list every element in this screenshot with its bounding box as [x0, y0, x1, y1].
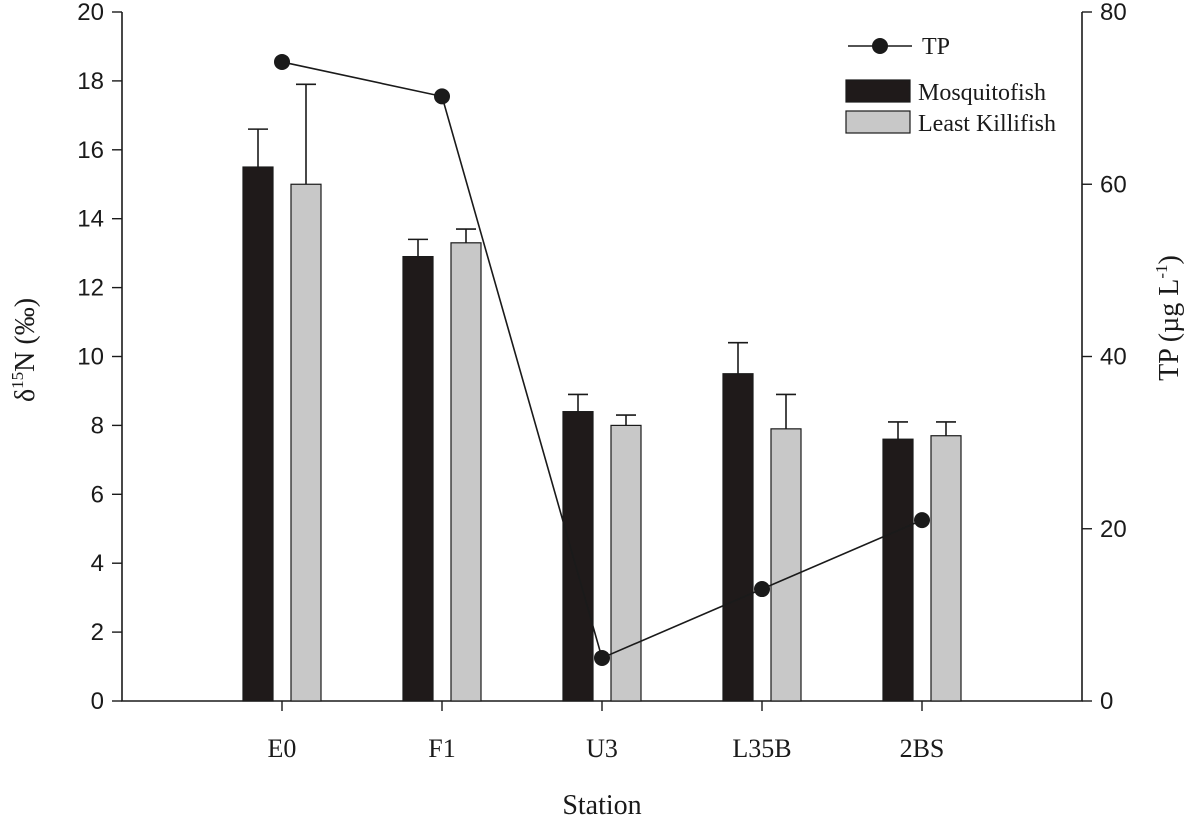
left-y-tick-label: 4 — [91, 550, 104, 577]
legend-tp-label: TP — [922, 34, 950, 60]
bar-least-killifish — [610, 424, 642, 702]
tp-point — [914, 512, 930, 529]
bar-mosquitofish — [562, 411, 594, 702]
left-y-axis-title-rest: N (‰) — [10, 298, 41, 372]
legend-mosquitofish-swatch — [845, 79, 911, 103]
legend: TP Mosquitofish Least Killifish — [845, 34, 1056, 137]
tp-line — [281, 61, 923, 660]
bars — [242, 166, 962, 702]
bar-least-killifish — [290, 183, 322, 702]
bar-least-killifish — [450, 242, 482, 702]
right-y-axis-title-sup: -1 — [1152, 264, 1171, 278]
right-y-tick-label: 60 — [1100, 171, 1127, 198]
x-category-label: 2BS — [900, 734, 945, 763]
left-y-tick-label: 16 — [77, 137, 104, 164]
left-y-tick-label: 20 — [77, 0, 104, 26]
bar-least-killifish — [770, 428, 802, 702]
tp-series — [274, 53, 930, 666]
x-axis-title: Station — [562, 790, 641, 821]
bar-least-killifish — [930, 435, 962, 702]
left-y-tick-label: 12 — [77, 275, 104, 302]
x-category-label: U3 — [586, 734, 618, 763]
right-y-axis-title-rest: ) — [1154, 255, 1185, 264]
x-category-label: E0 — [268, 734, 297, 763]
right-y-tick-label: 40 — [1100, 344, 1127, 371]
right-y-tick-label: 20 — [1100, 516, 1127, 543]
right-y-axis: 0 20 40 60 80 — [1082, 0, 1127, 715]
right-y-axis-title: TP (µg L-1) — [1152, 255, 1185, 381]
left-y-tick-label: 2 — [91, 619, 104, 646]
x-category-label: F1 — [428, 734, 455, 763]
tp-point — [274, 53, 290, 70]
legend-least-killifish-swatch — [845, 110, 911, 134]
left-y-tick-label: 14 — [77, 206, 104, 233]
bar-mosquitofish — [722, 373, 754, 702]
x-axis-categories: E0 F1 U3 L35B 2BS — [268, 701, 945, 763]
legend-least-killifish-label: Least Killifish — [918, 111, 1056, 137]
left-y-tick-label: 8 — [91, 412, 104, 439]
left-y-axis-title-main: δ — [10, 389, 41, 402]
tp-point — [754, 581, 770, 598]
right-y-tick-label: 80 — [1100, 0, 1127, 26]
right-y-axis-title-main: TP (µg L — [1154, 279, 1185, 381]
bar-mosquitofish — [882, 438, 914, 702]
error-bars — [248, 83, 956, 440]
left-y-axis-title-sup: 15 — [8, 372, 27, 389]
right-y-tick-label: 0 — [1100, 688, 1113, 715]
left-y-axis: 0 2 4 6 8 10 12 14 16 18 20 — [77, 0, 122, 715]
left-y-tick-label: 6 — [91, 481, 104, 508]
left-y-axis-title: δ15N (‰) — [8, 298, 41, 402]
left-y-tick-label: 18 — [77, 68, 104, 95]
bar-mosquitofish — [242, 166, 274, 702]
bar-mosquitofish — [402, 255, 434, 702]
legend-mosquitofish-label: Mosquitofish — [918, 80, 1046, 106]
x-category-label: L35B — [732, 734, 791, 763]
left-y-tick-label: 0 — [91, 688, 104, 715]
legend-tp-marker — [872, 38, 888, 54]
tp-point — [594, 649, 610, 666]
tp-point — [434, 88, 450, 105]
left-y-tick-label: 10 — [77, 344, 104, 371]
